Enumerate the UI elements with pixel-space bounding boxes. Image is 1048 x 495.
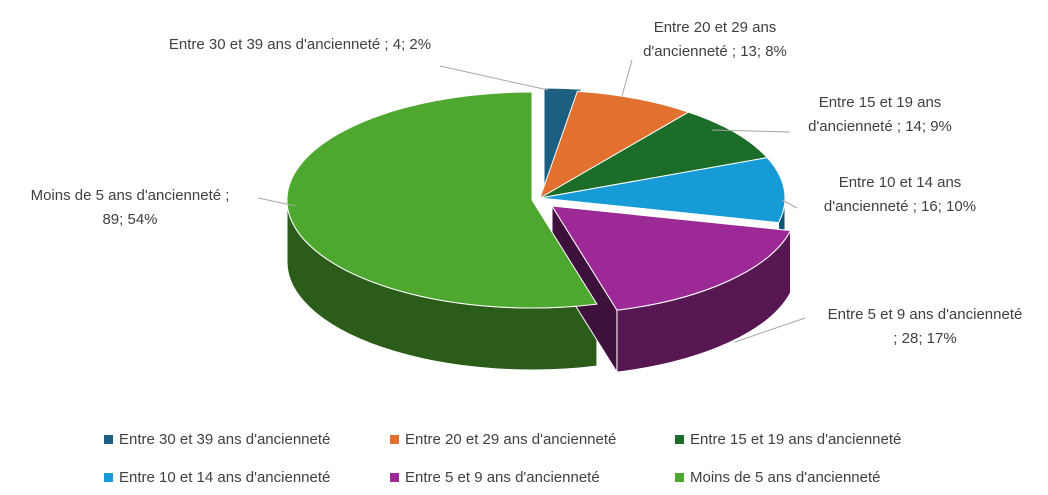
data-label: ; 28; 17% [893,330,956,347]
data-label: Entre 15 et 19 ans [819,94,942,111]
slice [286,91,598,309]
data-label: d'ancienneté ; 16; 10% [824,198,976,215]
legend-swatch [390,435,399,444]
legend-swatch [390,473,399,482]
legend-swatch [675,473,684,482]
legend-label: Entre 20 et 29 ans d'ancienneté [405,431,616,448]
data-label: Entre 5 et 9 ans d'ancienneté [828,306,1023,323]
legend-label: Moins de 5 ans d'ancienneté [690,469,881,486]
data-label: 89; 54% [102,211,157,228]
slice [551,205,792,311]
leader-line [257,197,297,207]
leader-line [621,59,633,97]
data-label: d'ancienneté ; 13; 8% [643,43,787,60]
leader-line [711,129,791,133]
data-label: Entre 10 et 14 ans [839,174,962,191]
legend-label: Entre 5 et 9 ans d'ancienneté [405,469,600,486]
leader-line [781,199,798,209]
legend-label: Entre 30 et 39 ans d'ancienneté [119,431,330,448]
legend-swatch [675,435,684,444]
data-label: d'ancienneté ; 14; 9% [808,118,952,135]
leader-line [734,317,806,343]
leader-line [439,65,549,91]
legend-swatch [104,435,113,444]
legend-label: Entre 10 et 14 ans d'ancienneté [119,469,330,486]
data-label: Entre 30 et 39 ans d'ancienneté ; 4; 2% [169,36,431,53]
slice [539,111,769,199]
slice [539,90,690,200]
data-label: Entre 20 et 29 ans [654,19,777,36]
slice [539,157,786,224]
legend-swatch [104,473,113,482]
legend-label: Entre 15 et 19 ans d'ancienneté [690,431,901,448]
data-label: Moins de 5 ans d'ancienneté ; [31,187,230,204]
